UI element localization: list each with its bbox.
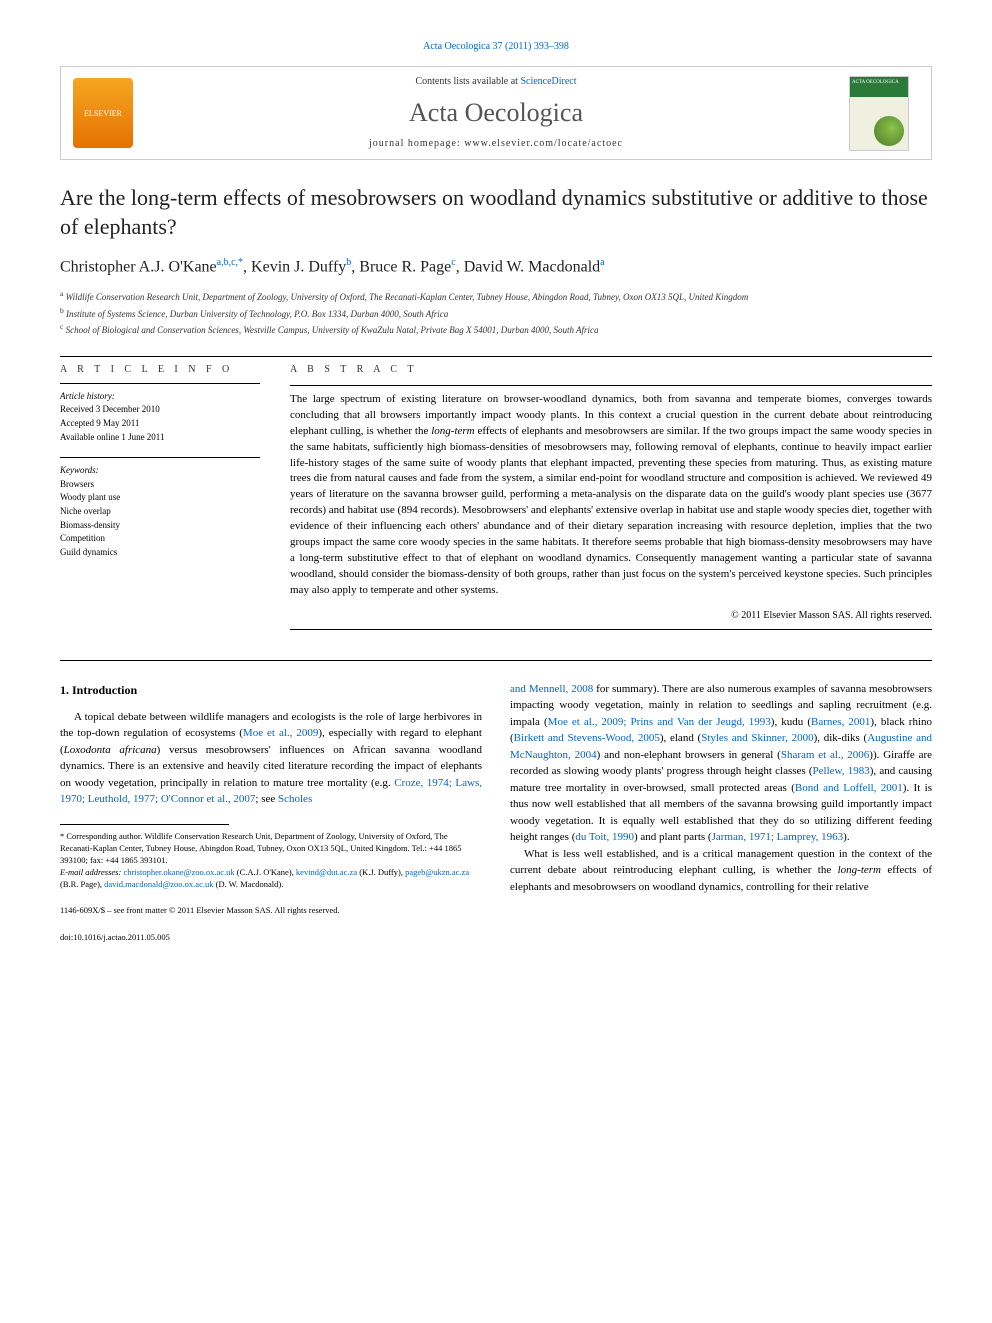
divider bbox=[290, 629, 932, 630]
homepage-prefix: journal homepage: bbox=[369, 138, 464, 149]
affiliation-b: b Institute of Systems Science, Durban U… bbox=[60, 305, 932, 322]
column-left: 1. Introduction A topical debate between… bbox=[60, 681, 482, 944]
affiliations: a Wildlife Conservation Research Unit, D… bbox=[60, 288, 932, 338]
divider bbox=[60, 383, 260, 384]
keyword: Woody plant use bbox=[60, 491, 260, 504]
email-addresses: E-mail addresses: christopher.okane@zoo.… bbox=[60, 867, 482, 891]
keyword: Browsers bbox=[60, 478, 260, 491]
article-title: Are the long-term effects of mesobrowser… bbox=[60, 184, 932, 241]
keyword: Biomass-density bbox=[60, 519, 260, 532]
column-right: and Mennell, 2008 for summary). There ar… bbox=[510, 681, 932, 944]
citation-link[interactable]: Pellew, 1983 bbox=[813, 765, 870, 777]
accepted-date: Accepted 9 May 2011 bbox=[60, 417, 260, 430]
keyword: Niche overlap bbox=[60, 505, 260, 518]
email-link[interactable]: kevind@dut.ac.za bbox=[296, 867, 357, 877]
citation-link[interactable]: Moe et al., 2009 bbox=[243, 727, 318, 739]
article-info-heading: A R T I C L E I N F O bbox=[60, 363, 260, 377]
journal-cover: ACTA OECOLOGICA bbox=[849, 76, 909, 151]
abstract-heading: A B S T R A C T bbox=[290, 363, 932, 377]
journal-cover-container: ACTA OECOLOGICA bbox=[849, 76, 919, 151]
author-3: Bruce R. Page bbox=[359, 258, 451, 275]
article-info-col: A R T I C L E I N F O Article history: R… bbox=[60, 363, 260, 636]
intro-paragraph-1: A topical debate between wildlife manage… bbox=[60, 709, 482, 808]
authors-line: Christopher A.J. O'Kanea,b,c,*, Kevin J.… bbox=[60, 256, 932, 279]
citation-link[interactable]: and Mennell, 2008 bbox=[510, 683, 593, 695]
journal-cover-label: ACTA OECOLOGICA bbox=[850, 77, 908, 97]
affiliation-c: c School of Biological and Conservation … bbox=[60, 321, 932, 338]
section-heading-intro: 1. Introduction bbox=[60, 681, 482, 699]
sciencedirect-link[interactable]: ScienceDirect bbox=[520, 76, 576, 87]
banner-center: Contents lists available at ScienceDirec… bbox=[143, 75, 849, 151]
author-4-affil[interactable]: a bbox=[600, 257, 604, 268]
email-link[interactable]: pageb@ukzn.ac.za bbox=[405, 867, 469, 877]
abstract-text: The large spectrum of existing literatur… bbox=[290, 392, 932, 599]
intro-paragraph-1-cont: and Mennell, 2008 for summary). There ar… bbox=[510, 681, 932, 846]
journal-cover-icon bbox=[874, 116, 904, 146]
author-3-affil[interactable]: c bbox=[451, 257, 455, 268]
keywords-label: Keywords: bbox=[60, 464, 260, 477]
homepage-line: journal homepage: www.elsevier.com/locat… bbox=[143, 137, 849, 151]
citation-link[interactable]: Bond and Loffell, 2001 bbox=[795, 782, 903, 794]
citation-link[interactable]: Scholes bbox=[278, 793, 312, 805]
abstract-col: A B S T R A C T The large spectrum of ex… bbox=[290, 363, 932, 636]
body-columns: 1. Introduction A topical debate between… bbox=[60, 681, 932, 944]
affiliation-a: a Wildlife Conservation Research Unit, D… bbox=[60, 288, 932, 305]
divider bbox=[60, 356, 932, 357]
email-link[interactable]: christopher.okane@zoo.ox.ac.uk bbox=[123, 867, 234, 877]
author-1-affil[interactable]: a,b,c,* bbox=[217, 257, 243, 268]
author-2: Kevin J. Duffy bbox=[251, 258, 346, 275]
journal-banner: ELSEVIER Contents lists available at Sci… bbox=[60, 66, 932, 160]
elsevier-logo[interactable]: ELSEVIER bbox=[73, 78, 133, 148]
homepage-url[interactable]: www.elsevier.com/locate/actoec bbox=[464, 138, 623, 149]
citation-link[interactable]: du Toit, 1990 bbox=[575, 831, 634, 843]
email-link[interactable]: david.macdonald@zoo.ox.ac.uk bbox=[104, 879, 213, 889]
received-date: Received 3 December 2010 bbox=[60, 403, 260, 416]
citation-link[interactable]: Sharam et al., 2006 bbox=[781, 749, 869, 761]
footnote-separator bbox=[60, 824, 229, 825]
divider bbox=[60, 457, 260, 458]
contents-line: Contents lists available at ScienceDirec… bbox=[143, 75, 849, 89]
keyword: Guild dynamics bbox=[60, 546, 260, 559]
divider bbox=[290, 385, 932, 386]
citation-link[interactable]: Barnes, 2001 bbox=[811, 716, 870, 728]
publisher-logo-container: ELSEVIER bbox=[73, 78, 143, 148]
divider bbox=[60, 660, 932, 661]
citation-link[interactable]: Birkett and Stevens-Wood, 2005 bbox=[514, 732, 660, 744]
article-history: Article history: Received 3 December 201… bbox=[60, 390, 260, 443]
citation-link[interactable]: Moe et al., 2009; Prins and Van der Jeug… bbox=[548, 716, 771, 728]
keyword: Competition bbox=[60, 532, 260, 545]
author-1: Christopher A.J. O'Kane bbox=[60, 258, 217, 275]
journal-name: Acta Oecologica bbox=[143, 95, 849, 131]
header-citation: Acta Oecologica 37 (2011) 393–398 bbox=[60, 40, 932, 54]
info-abstract-row: A R T I C L E I N F O Article history: R… bbox=[60, 363, 932, 636]
intro-paragraph-2: What is less well established, and is a … bbox=[510, 846, 932, 896]
doi-line: doi:10.1016/j.actao.2011.05.005 bbox=[60, 931, 482, 944]
author-4: David W. Macdonald bbox=[464, 258, 600, 275]
corr-author-text: * Corresponding author. Wildlife Conserv… bbox=[60, 831, 482, 867]
online-date: Available online 1 June 2011 bbox=[60, 431, 260, 444]
keywords-block: Keywords: Browsers Woody plant use Niche… bbox=[60, 464, 260, 558]
abstract-copyright: © 2011 Elsevier Masson SAS. All rights r… bbox=[290, 609, 932, 623]
corresponding-author-footnote: * Corresponding author. Wildlife Conserv… bbox=[60, 831, 482, 890]
citation-link[interactable]: Jarman, 1971; Lamprey, 1963 bbox=[712, 831, 844, 843]
front-matter-line: 1146-609X/$ – see front matter © 2011 El… bbox=[60, 904, 482, 917]
author-2-affil[interactable]: b bbox=[346, 257, 351, 268]
citation-link[interactable]: Styles and Skinner, 2000 bbox=[701, 732, 813, 744]
contents-prefix: Contents lists available at bbox=[415, 76, 520, 87]
history-label: Article history: bbox=[60, 390, 260, 403]
